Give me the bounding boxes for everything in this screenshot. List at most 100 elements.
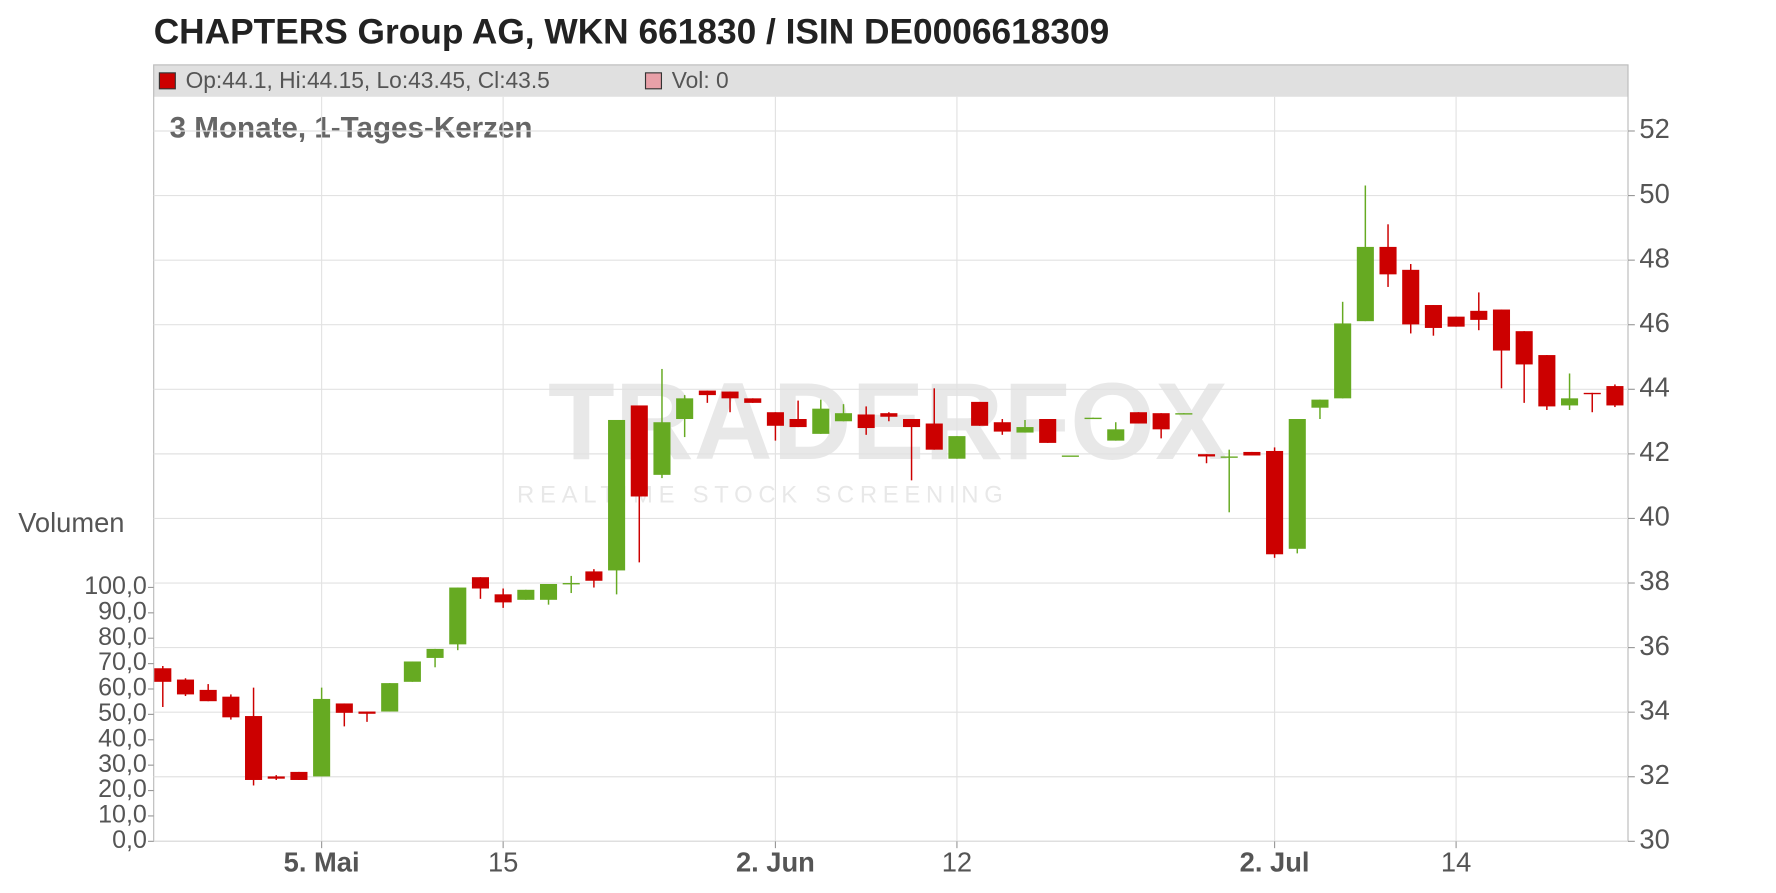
candle-body — [1220, 456, 1238, 458]
y2-tick-label: 60,0 — [98, 674, 147, 702]
y2-tick-label: 80,0 — [98, 623, 147, 651]
candle-body — [1606, 386, 1624, 406]
legend-bar — [153, 64, 1629, 97]
y-tick-label: 36 — [1639, 630, 1669, 661]
candle-body — [517, 589, 535, 600]
candle-body — [1561, 398, 1579, 406]
y-tick-label: 44 — [1639, 372, 1669, 403]
candle-body — [290, 771, 308, 780]
candle-body — [1470, 310, 1488, 320]
candle-body — [630, 405, 648, 497]
y-tick-label: 32 — [1639, 759, 1669, 790]
candle-body — [925, 423, 943, 450]
candle-body — [199, 689, 217, 702]
y2-tick-label: 20,0 — [98, 775, 147, 803]
candle-body — [1447, 316, 1465, 327]
y-tick-label: 52 — [1639, 113, 1669, 144]
candle-body — [539, 583, 558, 600]
x-tick-label: 15 — [488, 846, 518, 877]
candle-body — [812, 408, 830, 434]
y2-tick-label: 40,0 — [98, 724, 147, 752]
chart-subtitle: 3 Monate, 1-Tages-Kerzen — [170, 112, 533, 145]
candle-body — [426, 648, 444, 658]
candle-body — [403, 661, 421, 682]
candle-body — [1311, 399, 1329, 408]
chart-title: CHAPTERS Group AG, WKN 661830 / ISIN DE0… — [154, 12, 1110, 51]
y-tick-label: 38 — [1639, 565, 1669, 596]
candle-body — [1152, 413, 1170, 430]
candle-body — [1402, 269, 1420, 325]
candle-body — [1016, 427, 1034, 433]
candle-body — [1129, 412, 1147, 424]
y-tick-label: 50 — [1639, 178, 1669, 209]
legend-label: Op:44.1, Hi:44.15, Lo:43.45, Cl:43.5 — [186, 67, 550, 93]
y-tick-label: 30 — [1639, 824, 1669, 855]
candle-body — [653, 422, 671, 475]
candle-body — [494, 594, 512, 603]
x-tick-label: 2. Jul — [1240, 846, 1310, 877]
y-tick-label: 42 — [1639, 436, 1669, 467]
candle-body — [1492, 309, 1511, 351]
candle-body — [789, 419, 807, 428]
candle-body — [562, 583, 580, 585]
x-tick-label: 2. Jun — [736, 846, 815, 877]
candle-body — [1379, 246, 1397, 275]
candle-body — [948, 436, 966, 459]
candle-body — [1243, 451, 1261, 456]
candle-body — [154, 668, 172, 682]
x-tick-label: 14 — [1441, 846, 1471, 877]
candle-body — [245, 716, 263, 780]
candle-body — [971, 401, 989, 426]
candle-body — [313, 698, 331, 777]
x-tick-label: 5. Mai — [284, 846, 360, 877]
candle-body — [1039, 419, 1057, 443]
candle-body — [834, 413, 853, 422]
candle-body — [381, 683, 399, 712]
candle-body — [267, 776, 285, 779]
candle-body — [585, 571, 603, 581]
y2-tick-label: 50,0 — [98, 699, 147, 727]
watermark-tagline: REALTIME STOCK SCREENING — [517, 482, 1009, 509]
candle-body — [1061, 455, 1079, 457]
candle-body — [1197, 454, 1216, 457]
candle-body — [1175, 413, 1193, 415]
candle-body — [1515, 331, 1533, 365]
y2-axis-label: Volumen — [18, 507, 124, 538]
y-tick-label: 40 — [1639, 501, 1669, 532]
candle-body — [993, 422, 1011, 432]
y2-tick-label: 10,0 — [98, 801, 147, 829]
candle-body — [449, 587, 467, 645]
candle-body — [471, 577, 489, 589]
candle-body — [676, 398, 694, 420]
y2-tick-label: 0,0 — [112, 826, 147, 854]
candle-body — [1107, 429, 1125, 441]
candle-body — [1424, 305, 1442, 328]
candle-body — [744, 398, 762, 403]
candle-body — [222, 696, 240, 718]
legend-swatch — [158, 72, 176, 90]
y-tick-label: 34 — [1639, 694, 1669, 725]
candle-body — [1583, 392, 1601, 395]
candle-body — [1084, 417, 1102, 420]
watermark-logo: TRADERFOX — [548, 361, 1228, 483]
candle-body — [1334, 323, 1352, 399]
x-tick-label: 12 — [942, 846, 972, 877]
y-tick-label: 46 — [1639, 307, 1669, 338]
candle-body — [880, 413, 898, 417]
y-tick-label: 48 — [1639, 242, 1669, 273]
candle-body — [1288, 419, 1306, 549]
candle-body — [1356, 246, 1374, 322]
candle-body — [857, 414, 875, 429]
y2-tick-label: 30,0 — [98, 750, 147, 778]
candle-body — [766, 412, 784, 426]
legend-label: Vol: 0 — [672, 67, 729, 93]
y2-tick-label: 100,0 — [84, 572, 147, 600]
candle-body — [1266, 450, 1284, 555]
y2-tick-label: 90,0 — [98, 597, 147, 625]
candle-body — [176, 679, 195, 695]
candle-body — [698, 390, 716, 396]
candle-body — [608, 419, 626, 571]
candle-body — [721, 391, 739, 399]
